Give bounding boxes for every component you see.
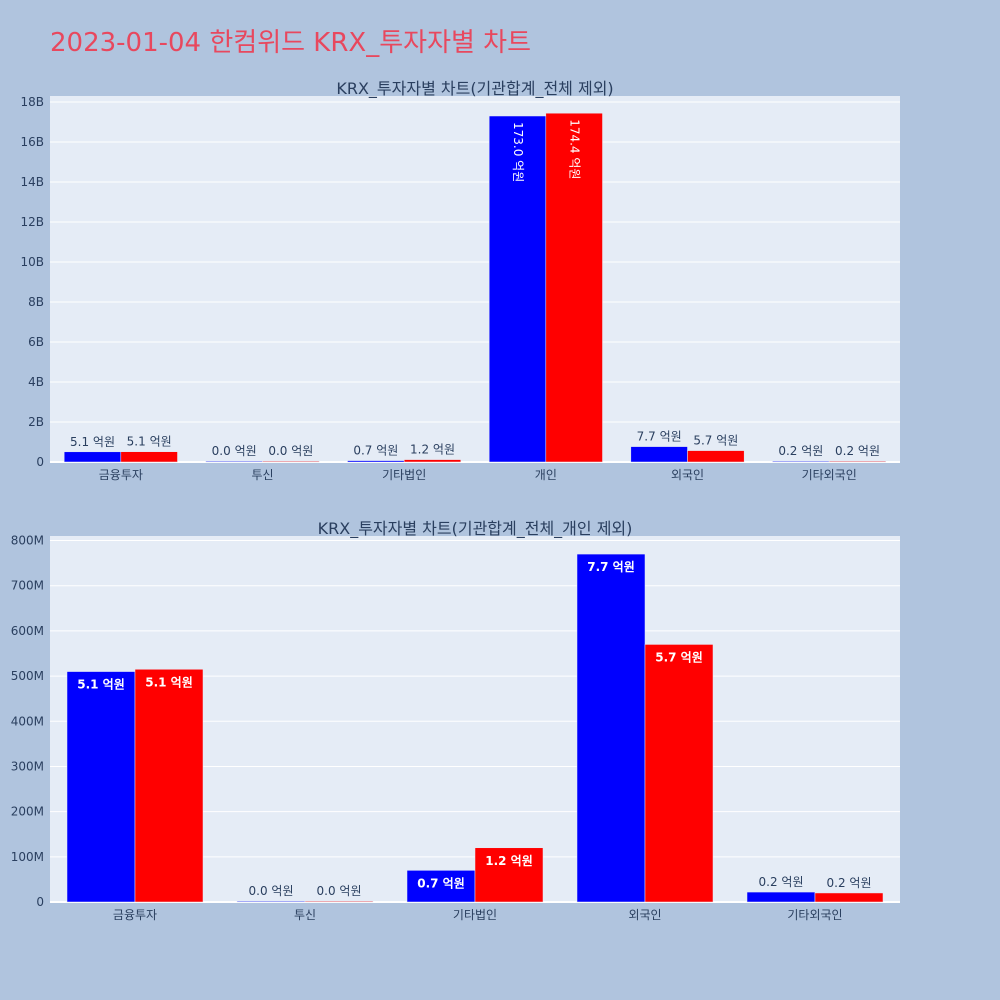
data-label: 0.0 억원 (317, 884, 362, 898)
data-label: 0.7 억원 (417, 876, 465, 890)
x-tick-label: 투신 (294, 908, 316, 922)
page-title: 2023-01-04 한컴위드 KRX_투자자별 차트 (50, 28, 532, 58)
data-label: 0.2 억원 (778, 444, 823, 458)
x-tick-label: 금융투자 (113, 908, 157, 922)
bar (120, 451, 178, 463)
bar (630, 446, 688, 463)
data-label: 7.7 억원 (637, 430, 682, 444)
y-tick-label: 14B (20, 175, 44, 189)
bar (63, 451, 122, 463)
bar (772, 460, 830, 463)
data-label: 0.0 억원 (268, 444, 313, 458)
bar (545, 112, 603, 463)
y-tick-label: 700M (11, 579, 44, 593)
data-label: 0.2 억원 (759, 875, 804, 889)
bar (828, 460, 887, 463)
bar (134, 669, 204, 903)
y-tick-label: 6B (28, 335, 44, 349)
y-tick-label: 500M (11, 669, 44, 683)
bar (814, 892, 884, 903)
data-label: 5.1 억원 (127, 435, 172, 449)
bar (262, 460, 320, 463)
bar (406, 870, 476, 903)
chart-excluding-institutions-individuals: KRX_투자자별 차트(기관합계_전체_개인 제외) 0 100M 200M 300M 4… (11, 519, 900, 922)
data-label: 0.2 억원 (835, 444, 880, 458)
data-label: 5.1 억원 (145, 675, 193, 689)
data-label: 1.2 억원 (410, 443, 455, 457)
x-tick-label: 투신 (251, 468, 273, 482)
y-tick-label: 2B (28, 415, 44, 429)
plot-area (50, 96, 900, 462)
data-label: 5.1 억원 (77, 678, 125, 692)
bar (304, 900, 374, 903)
y-tick-label: 600M (11, 624, 44, 638)
data-label: 1.2 억원 (485, 854, 533, 868)
x-tick-label: 기타외국인 (787, 908, 842, 922)
bar (66, 671, 136, 903)
bar (488, 115, 547, 463)
bar (746, 891, 816, 903)
x-tick-label: 금융투자 (99, 468, 143, 482)
y-tick-label: 8B (28, 295, 44, 309)
y-tick-label: 200M (11, 805, 44, 819)
x-tick-label: 기타법인 (453, 908, 497, 922)
bar (205, 460, 263, 463)
y-tick-label: 300M (11, 759, 44, 773)
data-label: 7.7 억원 (587, 560, 635, 574)
x-tick-label: 기타외국인 (802, 468, 857, 482)
data-label: 5.7 억원 (693, 434, 738, 448)
bar (236, 900, 306, 903)
bar (687, 450, 745, 463)
bar (403, 459, 462, 463)
y-tick-label: 400M (11, 714, 44, 728)
y-tick-label: 0 (36, 455, 44, 469)
x-tick-label: 기타법인 (382, 468, 426, 482)
x-tick-label: 외국인 (628, 908, 661, 922)
y-tick-label: 16B (20, 135, 44, 149)
data-label: 5.7 억원 (655, 650, 703, 664)
data-label: 174.4 억원 (568, 119, 582, 179)
data-label: 173.0 억원 (511, 122, 525, 182)
y-tick-label: 12B (20, 215, 44, 229)
data-label: 0.7 억원 (353, 444, 398, 458)
y-tick-label: 18B (20, 95, 44, 109)
data-label: 5.1 억원 (70, 435, 115, 449)
chart-title: KRX_투자자별 차트(기관합계_전체_개인 제외) (318, 519, 633, 539)
chart-excluding-institutions: KRX_투자자별 차트(기관합계_전체 제외) 0 2B 4B 6B 8B 10B 12B 14… (20, 79, 900, 482)
y-tick-label: 800M (11, 534, 44, 548)
bar (576, 553, 646, 903)
bar (474, 847, 544, 903)
x-tick-label: 개인 (535, 468, 557, 482)
y-tick-label: 10B (20, 255, 44, 269)
data-label: 0.0 억원 (212, 444, 257, 458)
y-tick-label: 100M (11, 850, 44, 864)
x-tick-label: 외국인 (671, 468, 704, 482)
bar (347, 460, 405, 463)
bar (644, 644, 714, 903)
y-tick-label: 4B (28, 375, 44, 389)
chart-title: KRX_투자자별 차트(기관합계_전체 제외) (336, 79, 613, 99)
data-label: 0.2 억원 (827, 876, 872, 890)
y-tick-label: 0 (36, 895, 44, 909)
data-label: 0.0 억원 (249, 884, 294, 898)
